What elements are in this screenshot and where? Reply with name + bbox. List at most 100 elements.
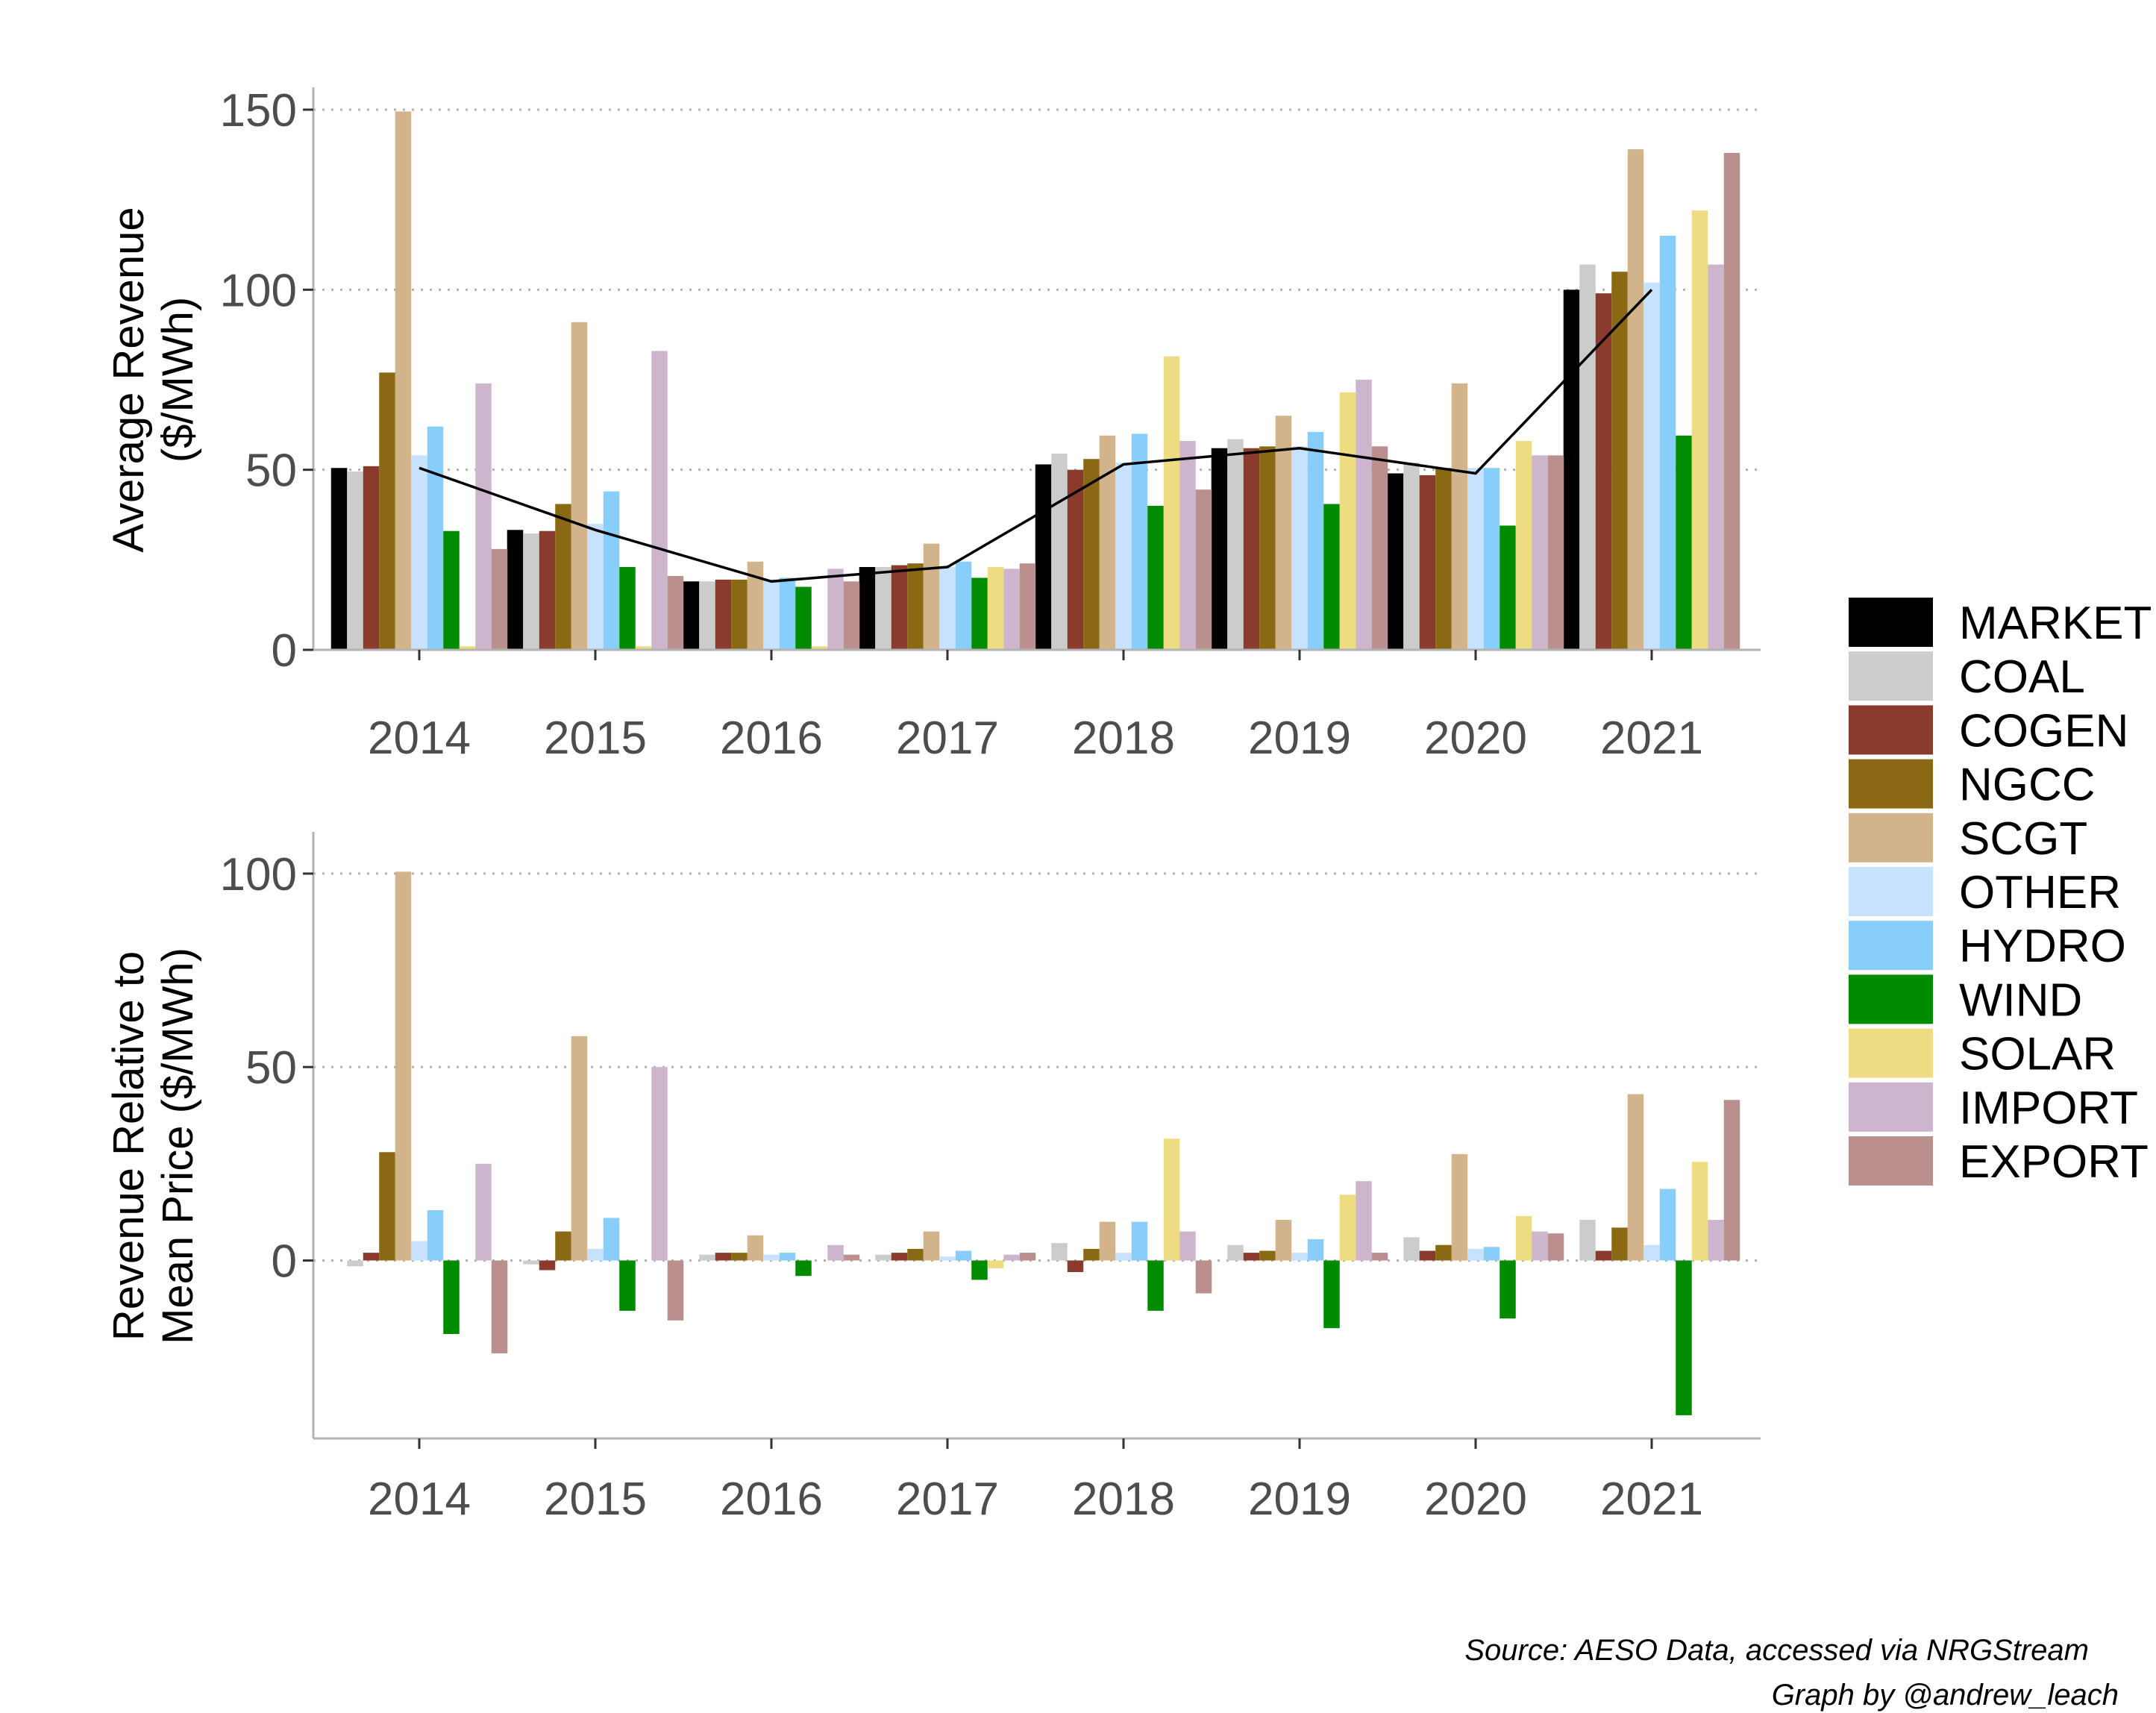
bar-market-2018 (1035, 464, 1052, 650)
bar-market-2021 (1563, 289, 1580, 650)
bar-ngcc-2020 (1435, 1244, 1452, 1261)
top-panel-average-revenue: 0 50 100 150 2014 2015 2016 2017 2018 2019 2020 202… (104, 85, 1761, 764)
legend-label-ngcc: NGCC (1959, 760, 2096, 811)
bar-export-2019 (1371, 446, 1388, 650)
y-tick-label: 50 (245, 1042, 297, 1094)
bar-solar-2018 (1163, 356, 1180, 650)
x-tick-label-2019: 2019 (1248, 713, 1351, 764)
legend-swatch-solar (1847, 1027, 1934, 1080)
bar-scgt-2015 (571, 322, 588, 650)
bar-solar-2021 (1691, 210, 1708, 650)
bar-solar-2018 (1163, 1139, 1180, 1261)
bar-ngcc-2019 (1259, 1250, 1276, 1261)
bar-wind-2017 (971, 1260, 988, 1280)
legend-swatch-export (1847, 1135, 1934, 1187)
bar-ngcc-2014 (379, 372, 395, 650)
bar-ngcc-2017 (907, 1248, 924, 1261)
bar-coal-2016 (699, 1254, 715, 1261)
bar-import-2019 (1356, 380, 1372, 650)
y-axis-title-line-2: Mean Price ($/MWh) (154, 948, 202, 1344)
bar-scgt-2020 (1451, 383, 1468, 650)
bar-import-2018 (1179, 1231, 1196, 1261)
bar-other-2018 (1115, 463, 1132, 650)
bar-export-2021 (1723, 152, 1740, 651)
bar-wind-2017 (971, 577, 988, 650)
bar-ngcc-2014 (379, 1152, 395, 1261)
bar-coal-2020 (1403, 463, 1420, 650)
bar-ngcc-2018 (1083, 459, 1100, 650)
x-tick-label-2016: 2016 (720, 713, 823, 764)
bar-scgt-2017 (923, 543, 940, 650)
bottom-panel-relative-revenue: 0 50 100 2014 2015 2016 2017 2018 2019 2020 2021 Re… (104, 832, 1761, 1525)
bar-wind-2016 (795, 586, 812, 650)
bar-cogen-2021 (1595, 1250, 1612, 1261)
bar-scgt-2020 (1451, 1153, 1468, 1261)
bar-market-2017 (859, 566, 876, 650)
bar-export-2017 (1019, 1253, 1036, 1261)
bar-coal-2018 (1051, 453, 1068, 650)
bar-market-2015 (507, 530, 524, 650)
bar-scgt-2015 (571, 1036, 588, 1261)
x-tick-label-2021: 2021 (1600, 713, 1703, 764)
bar-coal-2015 (523, 533, 539, 650)
bar-hydro-2014 (427, 1210, 444, 1261)
bar-import-2021 (1708, 1220, 1724, 1261)
x-tick-label-2016: 2016 (720, 1474, 823, 1525)
bar-import-2015 (651, 1067, 668, 1261)
bar-cogen-2019 (1243, 448, 1260, 650)
bar-export-2014 (491, 548, 508, 650)
bar-market-2014 (330, 468, 348, 650)
x-tick-label-2018: 2018 (1072, 1474, 1175, 1525)
legend-swatch-cogen (1847, 704, 1934, 757)
bar-hydro-2015 (603, 491, 620, 650)
bar-other-2020 (1467, 468, 1484, 650)
bar-wind-2018 (1147, 1260, 1164, 1311)
x-tick-label-2017: 2017 (896, 1474, 999, 1525)
bar-import-2018 (1179, 441, 1196, 650)
captions: Source: AESO Data, accessed via NRGStrea… (1464, 1634, 2119, 1712)
bar-cogen-2014 (363, 1253, 380, 1261)
bar-wind-2019 (1323, 504, 1340, 650)
bar-wind-2021 (1676, 435, 1692, 650)
y-axis-title-line-1: Revenue Relative to (104, 951, 153, 1341)
bar-ngcc-2015 (555, 1231, 571, 1261)
bar-wind-2020 (1500, 525, 1516, 650)
bar-export-2016 (843, 1254, 860, 1261)
bar-coal-2015 (523, 1260, 539, 1265)
bar-hydro-2020 (1483, 1247, 1500, 1261)
bar-import-2020 (1532, 455, 1548, 650)
legend-label-market: MARKET (1959, 598, 2152, 649)
bar-hydro-2016 (779, 1253, 796, 1261)
bar-import-2017 (1003, 1254, 1020, 1261)
x-tick-label-2020: 2020 (1424, 1474, 1527, 1525)
bar-export-2021 (1723, 1100, 1740, 1261)
bar-ngcc-2021 (1611, 1227, 1628, 1261)
bar-import-2020 (1532, 1231, 1548, 1261)
credit-caption: Graph by @andrew_leach (1772, 1679, 2119, 1712)
bar-ngcc-2021 (1611, 272, 1628, 650)
bar-other-2019 (1291, 1253, 1308, 1261)
bar-cogen-2014 (363, 466, 380, 650)
legend-swatch-wind (1847, 973, 1934, 1026)
bar-export-2018 (1195, 1260, 1212, 1294)
bar-scgt-2017 (923, 1231, 940, 1261)
legend-label-export: EXPORT (1959, 1136, 2149, 1188)
x-tick-label-2020: 2020 (1424, 713, 1527, 764)
legend-swatch-import (1847, 1080, 1934, 1133)
bar-solar-2021 (1691, 1162, 1708, 1261)
x-tick-label-2017: 2017 (896, 713, 999, 764)
bar-hydro-2019 (1307, 431, 1324, 650)
x-tick-label-2019: 2019 (1248, 1474, 1351, 1525)
bar-import-2019 (1356, 1181, 1372, 1261)
bar-wind-2019 (1323, 1260, 1340, 1329)
bar-other-2014 (411, 1241, 427, 1261)
bar-cogen-2016 (715, 1253, 732, 1261)
bar-ngcc-2015 (555, 504, 571, 650)
bar-export-2017 (1019, 563, 1036, 650)
bar-import-2017 (1003, 569, 1020, 650)
bar-wind-2016 (795, 1260, 812, 1277)
bar-coal-2020 (1403, 1237, 1420, 1261)
source-caption: Source: AESO Data, accessed via NRGStrea… (1464, 1634, 2089, 1667)
bar-hydro-2020 (1483, 468, 1500, 650)
y-axis-title-line-1: Average Revenue (104, 207, 153, 552)
